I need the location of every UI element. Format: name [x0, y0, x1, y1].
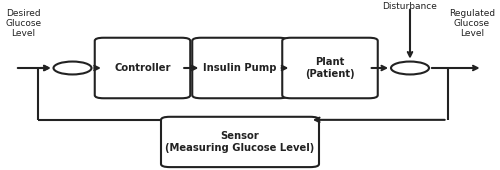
Text: Plant
(Patient): Plant (Patient) [305, 57, 355, 79]
FancyBboxPatch shape [192, 38, 288, 98]
Text: Regulated
Glucose
Level: Regulated Glucose Level [449, 8, 495, 38]
Circle shape [54, 62, 92, 74]
Text: Controller: Controller [114, 63, 171, 73]
FancyBboxPatch shape [282, 38, 378, 98]
FancyBboxPatch shape [161, 117, 319, 167]
Text: Disturbance: Disturbance [382, 2, 438, 11]
Text: Insulin Pump: Insulin Pump [203, 63, 277, 73]
FancyBboxPatch shape [94, 38, 190, 98]
Circle shape [391, 62, 429, 74]
Text: Desired
Glucose
Level: Desired Glucose Level [5, 8, 41, 38]
Text: Sensor
(Measuring Glucose Level): Sensor (Measuring Glucose Level) [166, 131, 314, 153]
